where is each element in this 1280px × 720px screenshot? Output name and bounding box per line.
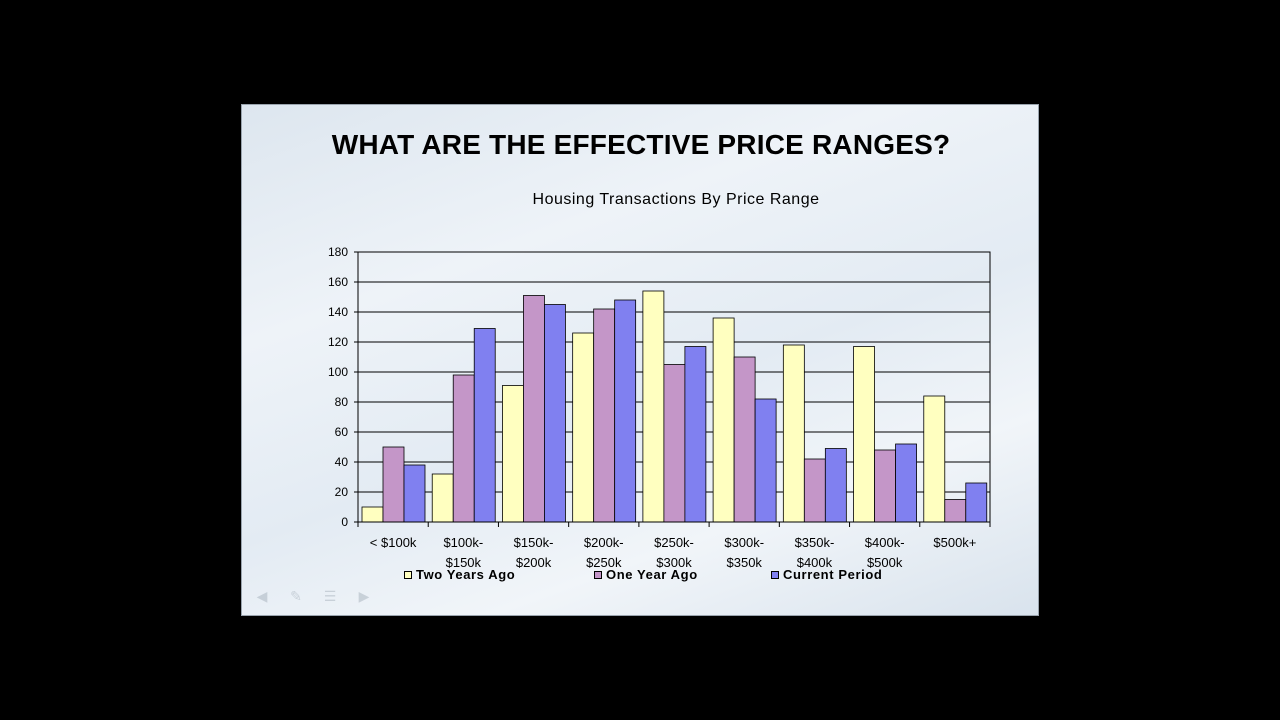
legend-item-current-period: Current Period [771,567,882,582]
bar [403,464,426,523]
x-tick-label: $300k- [724,535,764,550]
bar [923,395,946,523]
bar [614,299,637,523]
x-tick-label: $400k- [865,535,905,550]
slide-nav-controls: ◀ ✎ ☰ ▶ [252,589,374,605]
x-tick-label: $150k- [514,535,554,550]
bar [663,364,686,523]
legend-item-two-years-ago: Two Years Ago [404,567,515,582]
x-tick-label: $250k [586,555,622,570]
y-tick-label: 80 [335,395,349,409]
x-tick-label: $300k [656,555,692,570]
bar [965,482,988,523]
menu-icon[interactable]: ☰ [323,589,337,605]
legend-swatch [404,570,412,579]
x-tick-label: $500k [867,555,903,570]
x-tick-label: $100k- [443,535,483,550]
bar [473,328,496,523]
bar [803,458,826,523]
x-tick-label: $350k [727,555,763,570]
bar [733,356,756,523]
x-tick-label: $150k [446,555,482,570]
bar [712,317,735,523]
y-tick-label: 120 [328,335,348,349]
bar [572,332,595,523]
legend-label: Current Period [783,567,883,582]
bar [874,449,896,523]
x-tick-label: $400k [797,555,833,570]
y-tick-label: 0 [341,515,348,529]
bar [523,295,545,523]
legend-swatch [594,570,602,579]
bar [684,346,707,523]
bar [895,443,917,523]
slide: WHAT ARE THE EFFECTIVE PRICE RANGES? Hou… [241,104,1039,616]
bar [593,308,616,523]
x-tick-label: $350k- [795,535,835,550]
y-tick-label: 20 [335,485,349,499]
bar [361,506,384,523]
bar [382,446,405,523]
legend-item-one-year-ago: One Year Ago [594,567,698,582]
legend-label: Two Years Ago [416,567,516,582]
y-tick-label: 60 [335,425,349,439]
bar [452,374,475,523]
legend-label: One Year Ago [606,567,698,582]
x-tick-label: $200k [516,555,552,570]
bar [544,304,566,523]
bar [642,290,665,523]
x-tick-label: $200k- [584,535,624,550]
bar [431,473,454,523]
bar [853,346,875,523]
bar-chart: 0 20 40 60 80 100 120 140 160 180 < $100k $100k- $1… [328,245,991,570]
pen-icon[interactable]: ✎ [290,589,302,605]
bars [361,290,988,523]
y-tick-label: 40 [335,455,349,469]
arrow-right-icon[interactable]: ▶ [358,589,370,605]
arrow-left-icon[interactable]: ◀ [256,589,268,605]
bar [782,344,805,523]
y-tick-label: 180 [328,245,348,259]
legend: Two Years Ago One Year Ago Current Perio… [242,567,1038,583]
x-tick-label: $500k+ [933,535,976,550]
bar [754,398,777,523]
bar [824,448,847,523]
y-tick-labels: 0 20 40 60 80 100 120 140 160 180 [328,245,348,529]
x-tick-label: $250k- [654,535,694,550]
y-tick-label: 100 [328,365,348,379]
bar [502,385,524,523]
bar [944,499,967,523]
x-tick-label: < $100k [370,535,417,550]
chart-title: Housing Transactions By Price Range [532,191,820,208]
slide-title: WHAT ARE THE EFFECTIVE PRICE RANGES? [331,129,951,160]
legend-swatch [771,570,779,579]
axes [357,252,991,527]
y-tick-label: 140 [328,305,348,319]
y-tick-label: 160 [328,275,348,289]
x-tick-labels: < $100k $100k- $150k $150k- $200k $200k- $250k… [370,535,977,570]
